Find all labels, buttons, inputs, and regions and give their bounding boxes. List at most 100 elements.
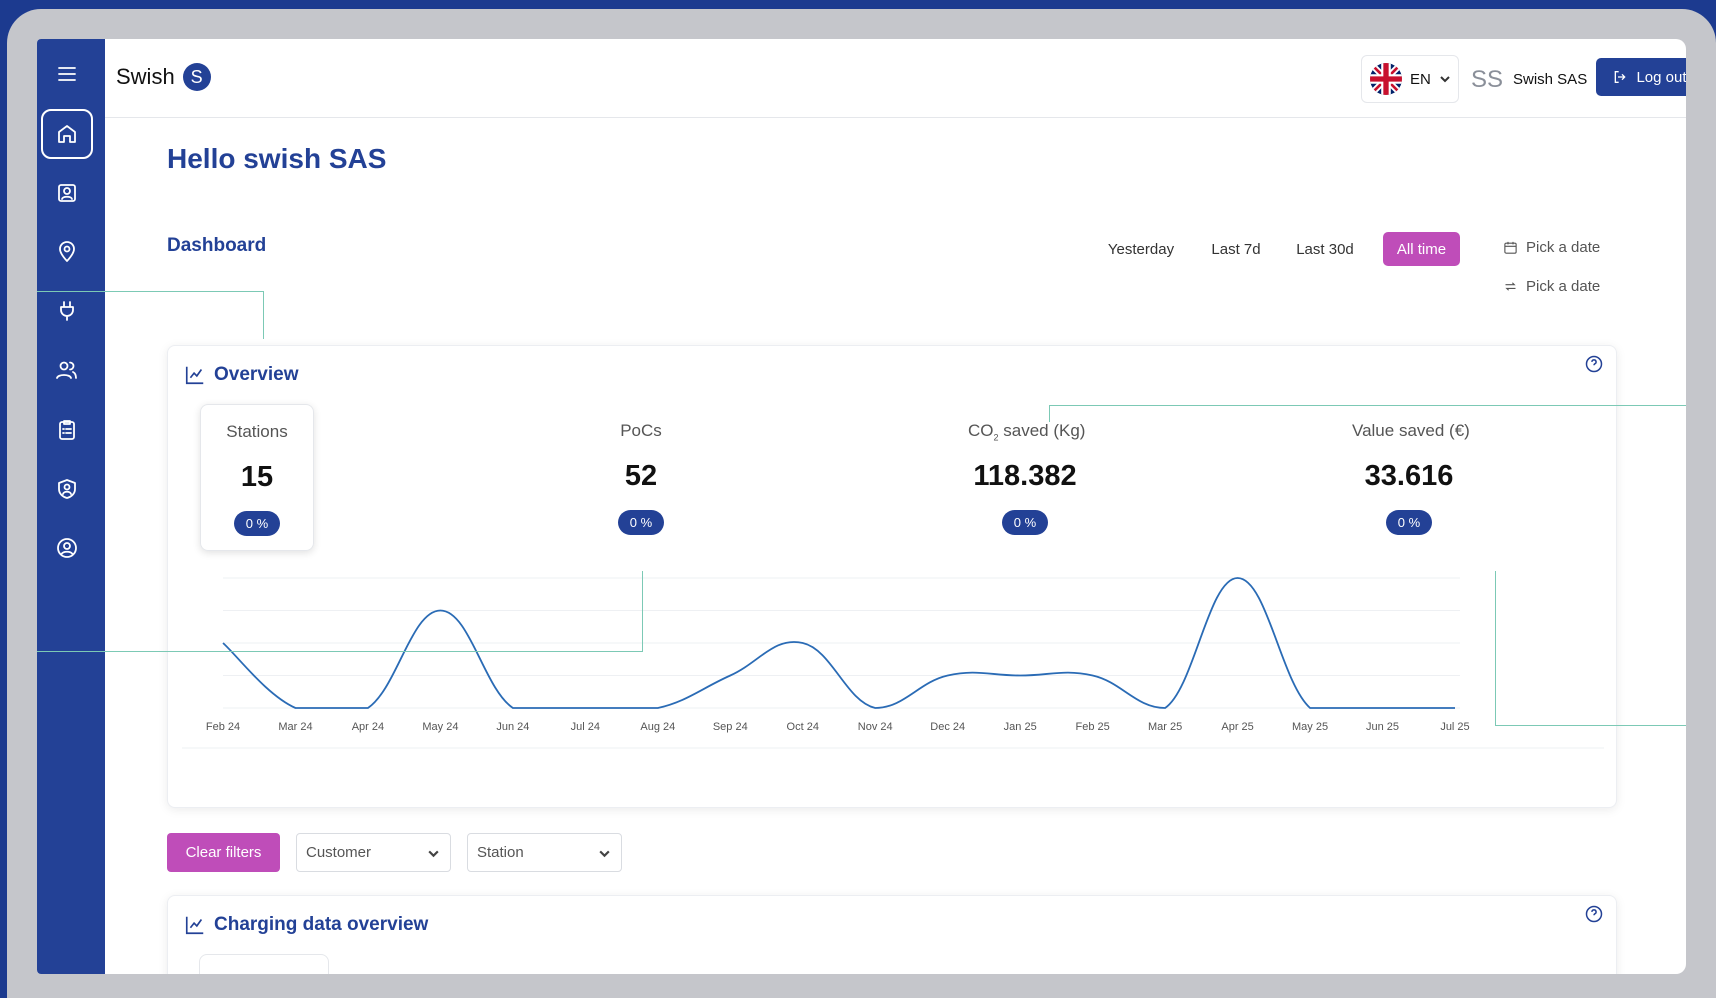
charging-kpi-tile[interactable]	[199, 954, 329, 974]
overview-title-text: Overview	[214, 364, 299, 385]
connector-line	[263, 291, 264, 339]
overview-title: Overview	[184, 364, 299, 386]
language-code: EN	[1410, 70, 1431, 88]
chevron-down-icon	[599, 850, 610, 858]
users-icon	[56, 361, 77, 379]
question-circle-icon	[1585, 905, 1603, 923]
map-pin-icon	[59, 241, 75, 262]
kpi-label-rest: saved (Kg)	[998, 421, 1086, 440]
kpi-value: 52	[624, 460, 658, 492]
sidebar	[37, 39, 105, 974]
home-icon	[58, 125, 76, 143]
connector-line	[1049, 405, 1050, 422]
chart-point-sep-24	[728, 674, 732, 678]
logout-button[interactable]: Log out	[1596, 58, 1686, 96]
kpi-co2-saved[interactable]: CO2 saved (Kg) 118.382 0 %	[968, 404, 1085, 551]
sidebar-item-security[interactable]	[41, 464, 93, 514]
chart-point-oct-24	[801, 641, 805, 645]
charging-data-title-text: Charging data overview	[214, 914, 429, 935]
overview-card: Overview Stations 15 0 % PoCs 52 0 % CO2…	[167, 345, 1617, 808]
sidebar-item-users[interactable]	[41, 345, 93, 395]
station-select-value: Station	[477, 844, 524, 861]
clipboard-icon	[59, 420, 75, 440]
kpi-change-badge: 0 %	[1002, 510, 1048, 535]
chart-point-jan-25	[1018, 674, 1022, 678]
connector-line	[1049, 405, 1686, 406]
chart-x-tick-label: Apr 25	[1221, 721, 1253, 733]
line-chart-icon	[185, 916, 204, 935]
sidebar-item-account[interactable]	[41, 523, 93, 573]
kpi-label-main: CO	[968, 421, 994, 440]
brand-name: Swish	[116, 64, 175, 89]
chart-x-tick-label: Feb 24	[206, 721, 240, 733]
sidebar-item-locations[interactable]	[41, 227, 93, 277]
range-yesterday[interactable]: Yesterday	[1107, 240, 1175, 258]
kpi-label: Value saved (€)	[1352, 421, 1470, 440]
chevron-down-icon	[428, 850, 439, 858]
chart-x-tick-label: Mar 25	[1148, 721, 1182, 733]
logout-icon	[1615, 71, 1627, 83]
kpi-stations[interactable]: Stations 15 0 %	[200, 404, 314, 551]
app-window: Swish S EN SS Swish SAS Log out Hello s	[37, 39, 1686, 974]
charging-help-button[interactable]	[1584, 904, 1604, 924]
connector-line	[1495, 571, 1496, 726]
logout-label: Log out	[1636, 68, 1686, 86]
kpi-value: 15	[240, 461, 274, 493]
shield-user-icon	[58, 479, 76, 499]
chart-x-tick-label: Jul 25	[1440, 721, 1469, 733]
line-chart-icon	[185, 366, 204, 385]
sidebar-item-reports[interactable]	[41, 405, 93, 455]
chart-point-mar-25	[1163, 706, 1167, 710]
chart-point-jun-24	[511, 706, 515, 710]
chart-point-apr-25	[1236, 576, 1240, 580]
overview-help-button[interactable]	[1584, 354, 1604, 374]
pick-date-compare-label: Pick a date	[1526, 278, 1601, 295]
kpi-change-badge: 0 %	[234, 511, 280, 536]
language-selector[interactable]: EN	[1361, 55, 1459, 103]
range-all-time[interactable]: All time	[1383, 232, 1460, 266]
range-last-30d[interactable]: Last 30d	[1296, 240, 1354, 258]
chart-x-tick-label: May 25	[1292, 721, 1328, 733]
chart-x-tick-label: Mar 24	[278, 721, 312, 733]
kpi-pocs[interactable]: PoCs 52 0 %	[584, 404, 698, 551]
connector-line	[37, 291, 264, 292]
station-select[interactable]: Station	[467, 833, 622, 872]
charging-data-title: Charging data overview	[184, 914, 428, 936]
connector-line	[642, 571, 643, 652]
user-name: Swish SAS	[1513, 71, 1588, 88]
chart-point-may-24	[438, 609, 442, 613]
chart-point-dec-24	[946, 674, 950, 678]
kpi-label: PoCs	[620, 421, 662, 440]
chart-x-tick-label: Jul 24	[571, 721, 600, 733]
chart-x-tick-label: May 24	[422, 721, 458, 733]
clear-filters-button[interactable]: Clear filters	[167, 833, 280, 872]
chart-point-aug-24	[656, 706, 660, 710]
chevron-down-icon	[1440, 76, 1450, 83]
sidebar-item-chargers[interactable]	[41, 286, 93, 336]
chart-x-tick-label: Dec 24	[930, 721, 965, 733]
chart-x-tick-label: Nov 24	[858, 721, 893, 733]
brand-logo: S	[182, 63, 211, 91]
chart-point-feb-25	[1091, 674, 1095, 678]
kpi-value-saved[interactable]: Value saved (€) 33.616 0 %	[1352, 404, 1470, 551]
chart-x-tick-label: Apr 24	[352, 721, 384, 733]
customer-select[interactable]: Customer	[296, 833, 451, 872]
plug-icon	[60, 301, 74, 321]
kpi-value: 118.382	[973, 460, 1077, 492]
chart-x-tick-label: Feb 25	[1076, 721, 1110, 733]
pick-date-start-label: Pick a date	[1526, 239, 1601, 256]
sidebar-item-contacts[interactable]	[41, 168, 93, 218]
pick-date-start[interactable]: Pick a date	[1503, 239, 1600, 256]
sidebar-item-home[interactable]	[41, 109, 93, 159]
pick-date-compare[interactable]: Pick a date	[1503, 278, 1600, 295]
chart-x-tick-label: Oct 24	[787, 721, 819, 733]
brand[interactable]: Swish S	[116, 63, 211, 91]
overview-line-chart: Feb 24 Mar 24 Apr 24 May 24 Jun 24 Jul 24 Aug …	[182, 576, 1604, 749]
kpi-label: Stations	[226, 422, 288, 441]
user-circle-icon	[57, 538, 77, 558]
range-last-7d[interactable]: Last 7d	[1211, 240, 1261, 258]
repeat-icon	[1505, 282, 1516, 291]
menu-toggle-button[interactable]	[41, 49, 93, 99]
connector-line	[37, 651, 643, 652]
user-initials: SS	[1471, 66, 1504, 93]
